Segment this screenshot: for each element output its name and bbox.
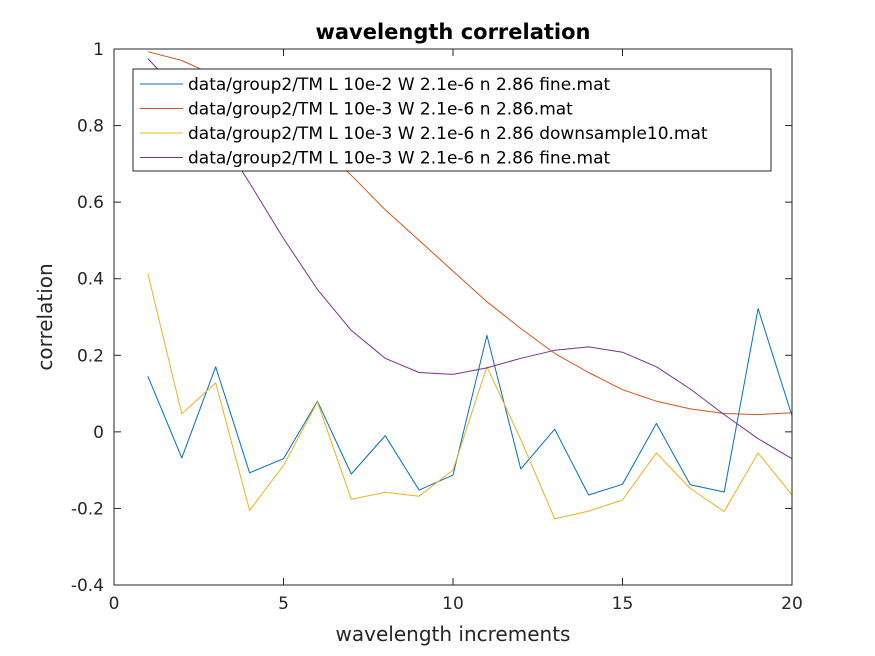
legend-label-1: data/group2/TM L 10e-2 W 2.1e-6 n 2.86 f… <box>188 75 611 95</box>
x-axis-label: wavelength increments <box>336 622 571 646</box>
series-line-4 <box>147 58 793 460</box>
series-line-3 <box>147 273 793 520</box>
y-tick-label: -0.4 <box>71 576 104 596</box>
x-tick-label: 20 <box>781 594 803 614</box>
x-tick-label: 5 <box>278 594 289 614</box>
legend-box <box>132 68 772 172</box>
y-tick-label: 0.6 <box>77 193 104 213</box>
y-tick-label: 1 <box>93 40 104 60</box>
legend: data/group2/TM L 10e-2 W 2.1e-6 n 2.86 f… <box>132 68 772 172</box>
series-line-1 <box>147 308 793 496</box>
x-tick-label: 10 <box>442 594 464 614</box>
legend-label-2: data/group2/TM L 10e-3 W 2.1e-6 n 2.86.m… <box>188 100 573 120</box>
y-axis-label: correlation <box>33 263 57 370</box>
series-layer <box>147 51 793 520</box>
y-tick-label: -0.2 <box>71 499 104 519</box>
y-tick-label: 0.8 <box>77 117 104 137</box>
y-tick-label: 0.4 <box>77 270 104 290</box>
ticks: 0 5 10 15 20 -0.4 -0.2 0 0.2 0.4 0.6 0.8 1 <box>71 40 803 614</box>
y-tick-label: 0 <box>93 423 104 443</box>
chart-title: wavelength correlation <box>315 20 590 44</box>
legend-label-3: data/group2/TM L 10e-3 W 2.1e-6 n 2.86 d… <box>188 124 708 144</box>
x-tick-label: 15 <box>612 594 634 614</box>
x-tick-label: 0 <box>109 594 120 614</box>
legend-label-4: data/group2/TM L 10e-3 W 2.1e-6 n 2.86 f… <box>188 149 611 169</box>
y-tick-label: 0.2 <box>77 346 104 366</box>
